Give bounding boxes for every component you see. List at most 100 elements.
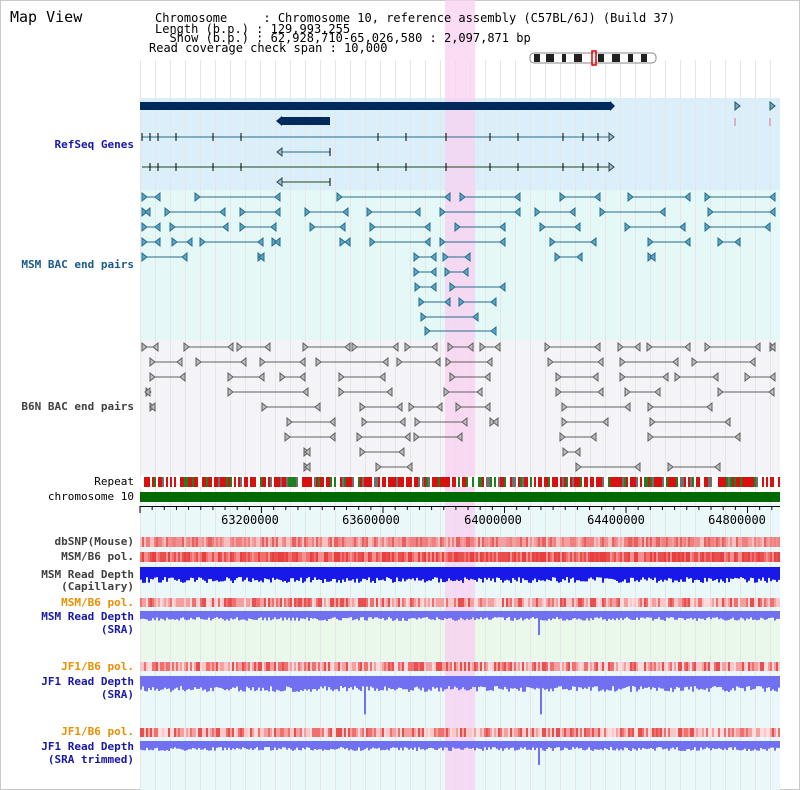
depth-bar bbox=[760, 567, 762, 581]
bac-end-marker bbox=[490, 296, 497, 308]
depth-bar bbox=[738, 741, 740, 751]
bac-end-marker bbox=[634, 341, 641, 353]
heat-cell bbox=[678, 537, 680, 547]
repeat-segment bbox=[772, 477, 774, 487]
track-label-msm-bac[interactable]: MSM BAC end pairs bbox=[21, 258, 134, 271]
repeat-segment bbox=[446, 477, 448, 487]
heat-cell bbox=[412, 728, 414, 737]
track-label-refseq[interactable]: RefSeq Genes bbox=[54, 138, 134, 151]
depth-bar bbox=[588, 676, 590, 687]
track-label-msm-depth-sra[interactable]: MSM Read Depth bbox=[41, 610, 134, 623]
track-label-jf1-b6-pol-1[interactable]: JF1/B6 pol. bbox=[61, 660, 134, 673]
depth-bar bbox=[396, 611, 398, 619]
repeat-segment bbox=[142, 477, 144, 487]
depth-bar bbox=[290, 611, 292, 621]
heat-cell bbox=[302, 552, 304, 562]
repeat-segment bbox=[730, 477, 732, 487]
track-label-msm-depth-capillary[interactable]: MSM Read Depth bbox=[41, 568, 134, 581]
heat-cell bbox=[768, 598, 770, 607]
track-label-jf1-b6-pol-2[interactable]: JF1/B6 pol. bbox=[61, 725, 134, 738]
heat-cell bbox=[684, 537, 686, 547]
heat-cell bbox=[742, 552, 744, 562]
heat-cell bbox=[348, 537, 350, 547]
heat-cell bbox=[212, 662, 214, 671]
heat-cell bbox=[568, 728, 570, 737]
depth-bar bbox=[642, 611, 644, 618]
gene-thick bbox=[282, 117, 330, 125]
heat-cell bbox=[162, 728, 164, 737]
heat-cell bbox=[734, 537, 736, 547]
repeat-segment bbox=[240, 477, 242, 487]
heat-cell bbox=[694, 598, 696, 607]
heat-cell bbox=[374, 552, 376, 562]
heat-cell bbox=[704, 552, 706, 562]
heat-cell bbox=[348, 598, 350, 607]
heat-cell bbox=[504, 662, 506, 671]
track-label-b6n-bac[interactable]: B6N BAC end pairs bbox=[21, 400, 134, 413]
heat-cell bbox=[290, 662, 292, 671]
heat-cell bbox=[500, 598, 502, 607]
gene-arrow bbox=[769, 100, 776, 112]
depth-bar bbox=[310, 676, 312, 692]
bac-end-marker bbox=[141, 221, 148, 233]
repeat-segment bbox=[362, 477, 364, 487]
repeat-segment bbox=[238, 477, 240, 487]
track-label-dbsnp[interactable]: dbSNP(Mouse) bbox=[54, 535, 134, 548]
depth-bar bbox=[432, 567, 434, 580]
depth-bar bbox=[386, 741, 388, 750]
heat-cell bbox=[402, 662, 404, 671]
heat-cell bbox=[212, 598, 214, 607]
depth-bar bbox=[744, 567, 746, 580]
heat-cell bbox=[488, 552, 490, 562]
heat-cell bbox=[616, 728, 618, 737]
heat-cell bbox=[732, 537, 734, 547]
heat-cell bbox=[216, 537, 218, 547]
repeat-segment bbox=[206, 477, 208, 487]
depth-bar bbox=[240, 676, 242, 690]
heat-cell bbox=[414, 662, 416, 671]
repeat-segment bbox=[554, 477, 556, 487]
heat-cell bbox=[634, 598, 636, 607]
heat-cell bbox=[600, 537, 602, 547]
track-label-msm-b6-pol-2[interactable]: MSM/B6 pol. bbox=[61, 596, 134, 609]
depth-bar bbox=[166, 567, 168, 582]
depth-bar bbox=[548, 676, 550, 692]
depth-bar bbox=[284, 611, 286, 618]
heat-cell bbox=[472, 598, 474, 607]
heat-cell bbox=[238, 537, 240, 547]
depth-bar bbox=[566, 676, 568, 689]
depth-bar bbox=[738, 567, 740, 579]
heat-cell bbox=[774, 537, 776, 547]
depth-bar bbox=[746, 741, 748, 751]
depth-bar bbox=[776, 741, 778, 748]
depth-bar bbox=[738, 611, 740, 620]
track-label-chromosome[interactable]: chromosome 10 bbox=[47, 490, 134, 503]
track-label-jf1-depth-sra[interactable]: JF1 Read Depth bbox=[41, 675, 134, 688]
heat-cell bbox=[776, 728, 778, 737]
track-label-jf1-depth-trimmed[interactable]: JF1 Read Depth bbox=[41, 740, 134, 753]
heat-cell bbox=[502, 552, 504, 562]
heat-cell bbox=[686, 552, 688, 562]
repeat-segment bbox=[386, 477, 388, 487]
depth-bar bbox=[478, 676, 480, 687]
depth-bar bbox=[322, 567, 324, 583]
depth-bar bbox=[550, 611, 552, 621]
depth-bar bbox=[580, 567, 582, 582]
heat-cell bbox=[668, 552, 670, 562]
heat-cell bbox=[386, 598, 388, 607]
track-label-jf1-depth-sra-sub: (SRA) bbox=[100, 688, 134, 701]
heat-cell bbox=[502, 728, 504, 737]
heat-cell bbox=[692, 728, 694, 737]
heat-cell bbox=[144, 662, 146, 671]
depth-bar bbox=[658, 567, 660, 581]
repeat-segment bbox=[630, 477, 632, 487]
ideogram-band bbox=[598, 54, 604, 62]
heat-cell bbox=[740, 662, 742, 671]
track-label-repeat[interactable]: Repeat bbox=[94, 475, 134, 488]
track-label-msm-b6-pol-1[interactable]: MSM/B6 pol. bbox=[61, 550, 134, 563]
depth-bar bbox=[164, 741, 166, 751]
heat-cell bbox=[670, 598, 672, 607]
axis-tick-label: 64400000 bbox=[587, 513, 645, 527]
heat-cell bbox=[776, 598, 778, 607]
heat-cell bbox=[478, 598, 480, 607]
